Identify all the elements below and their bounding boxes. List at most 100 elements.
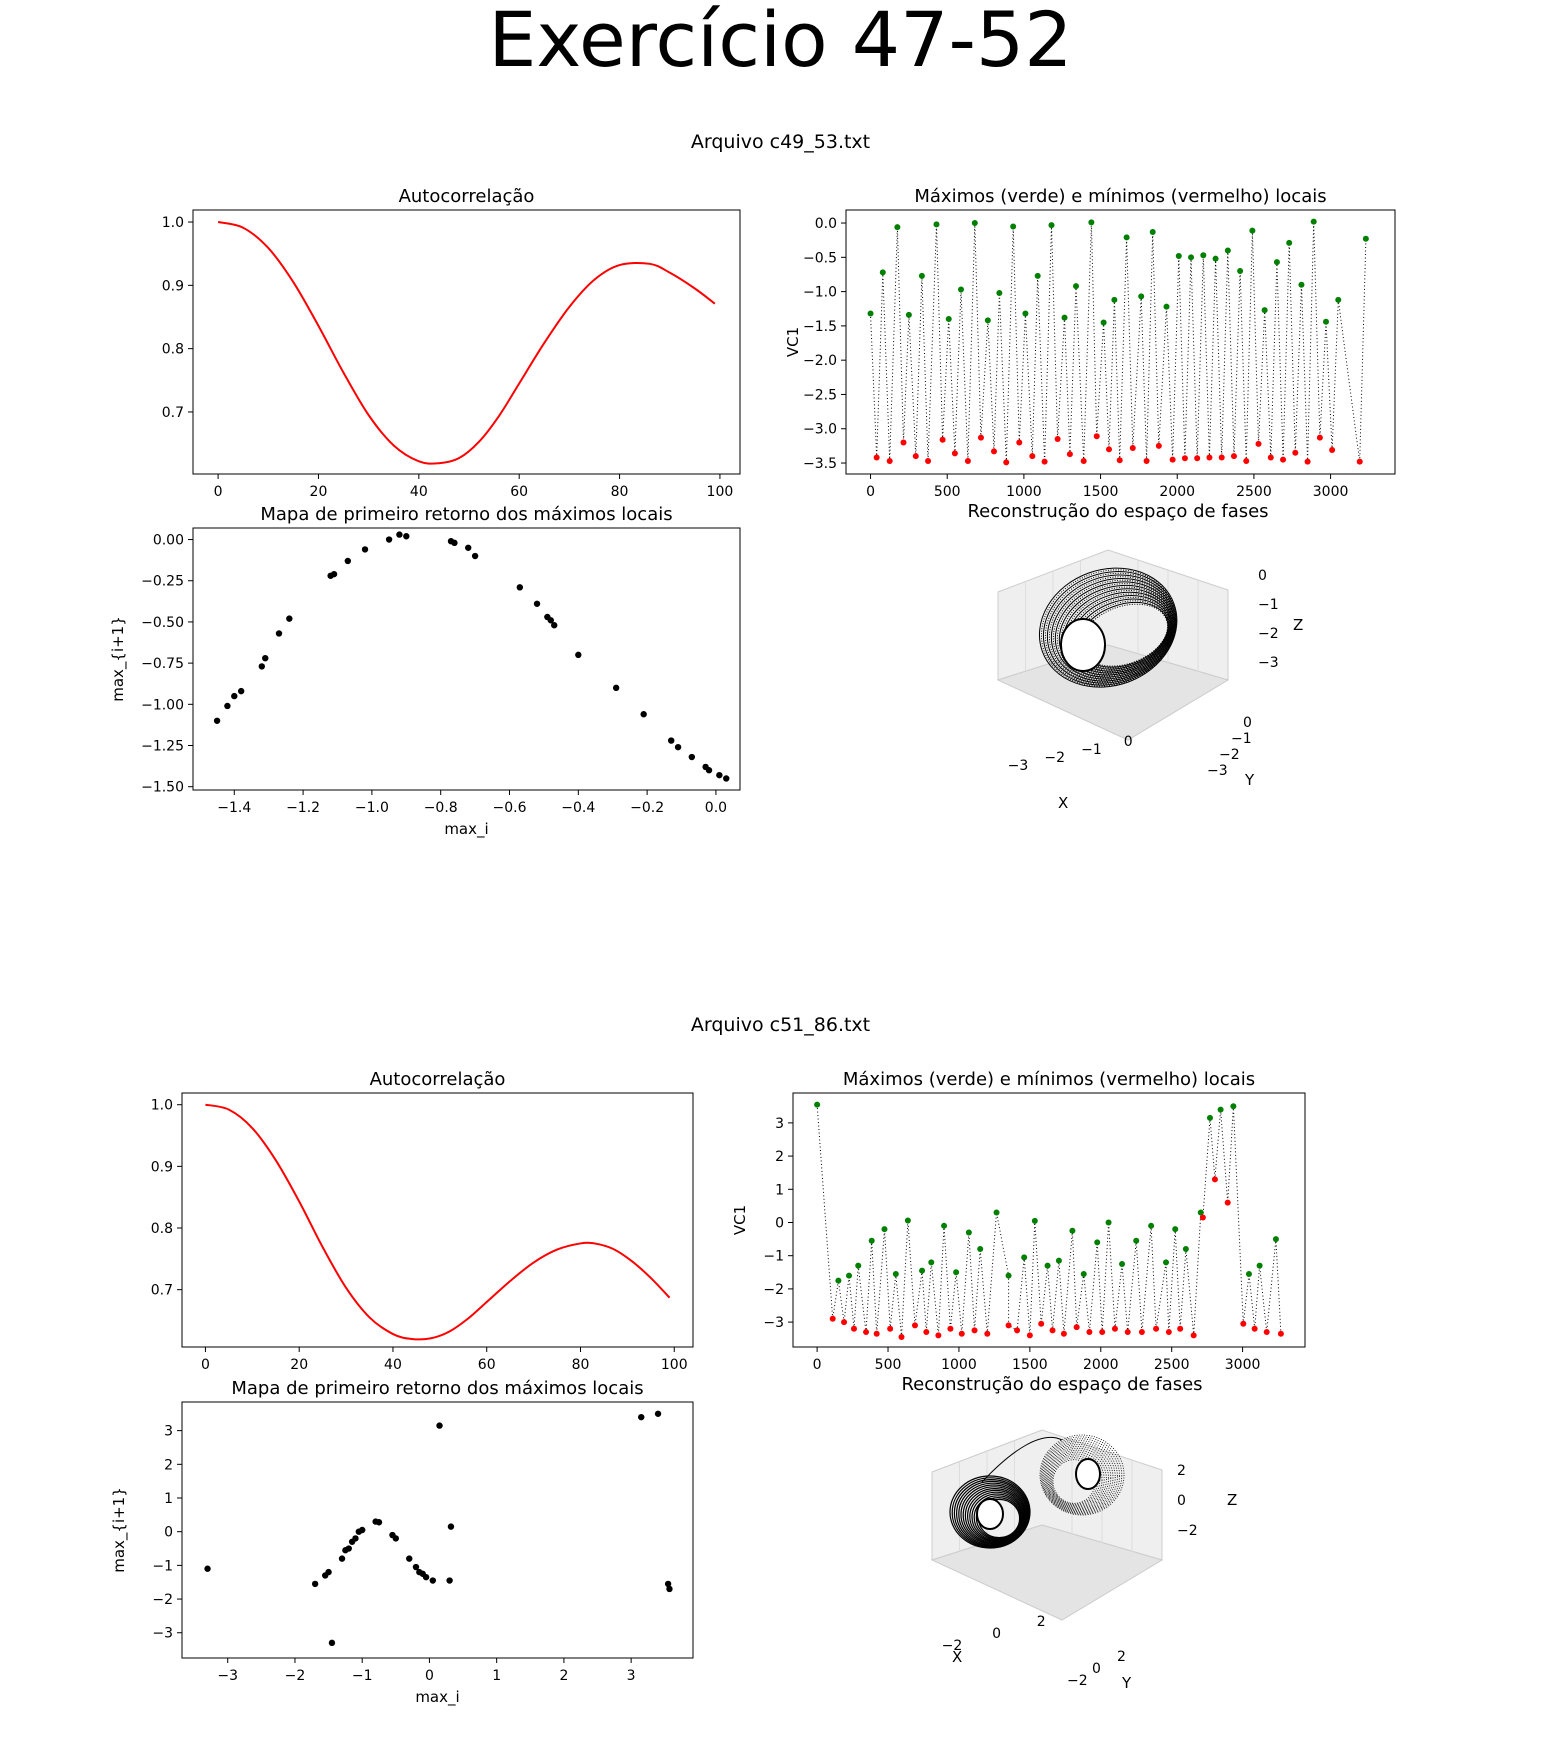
fig1-autocorr-title: Autocorrelação: [399, 186, 535, 207]
fig1-minimum-point: [1255, 440, 1262, 447]
fig2-autocorr-xtick-label: 40: [384, 1357, 402, 1373]
fig2-returnmap-xtick-label: −3: [217, 1668, 238, 1684]
fig2-autocorr-ytick-label: 0.8: [151, 1221, 173, 1237]
fig2-maximum-point: [1272, 1236, 1279, 1243]
fig2-maximum-point: [855, 1262, 862, 1269]
fig2-returnmap-xtick-label: 2: [559, 1668, 568, 1684]
fig1-maximum-point: [1022, 310, 1029, 317]
fig1-returnmap-point: [533, 600, 541, 607]
fig1-returnmap-xlabel: max_i: [444, 820, 488, 839]
fig2-attractor-lobe-left: [973, 1495, 1022, 1540]
fig2-minimum-point: [1177, 1325, 1184, 1332]
fig2-returnmap-ytick-label: −1: [152, 1558, 173, 1574]
fig1-minimum-point: [1003, 459, 1010, 466]
fig1-autocorr-xtick-label: 40: [410, 484, 428, 500]
fig1-timeseries-ytick-label: −3.0: [803, 422, 837, 438]
fig1-phase-ytick: −2: [1219, 747, 1240, 763]
fig1-minimum-point: [1080, 457, 1087, 464]
fig1-returnmap-title: Mapa de primeiro retorno dos máximos loc…: [260, 504, 672, 525]
fig2-phase-ytick: 2: [1117, 1649, 1126, 1665]
fig2-maximum-point: [1080, 1270, 1087, 1277]
fig1-returnmap-point: [451, 539, 458, 547]
fig1-phase-ytick: 0: [1243, 715, 1252, 731]
fig2-phase-ztick: 0: [1177, 1493, 1186, 1509]
fig1-attractor-orbit: [1050, 577, 1175, 682]
fig1-minimum-point: [1243, 457, 1250, 464]
fig2-maximum-point: [941, 1222, 948, 1229]
fig1-returnmap-point: [640, 711, 647, 718]
fig2-minimum-point: [935, 1332, 942, 1339]
fig2-minimum-point: [829, 1315, 836, 1322]
fig1-timeseries-xtick-label: 1500: [1083, 484, 1119, 500]
fig1-phase-ytick: −3: [1207, 763, 1228, 779]
fig1-returnmap-point: [396, 531, 403, 538]
fig2-maximum-point: [814, 1101, 821, 1108]
fig2-returnmap-ytick-label: 2: [164, 1457, 173, 1473]
fig2-minimum-point: [1124, 1329, 1131, 1336]
fig2-returnmap-xlabel: max_i: [415, 1688, 459, 1707]
fig2-timeseries-ytick-label: −2: [763, 1282, 784, 1298]
fig1-returnmap-point: [344, 557, 352, 565]
fig1-returnmap-ytick-label: −0.50: [141, 615, 184, 631]
fig1-minimum-point: [1016, 439, 1023, 446]
fig2-attractor-lobe-left: [964, 1487, 1026, 1543]
fig1-minimum-point: [1143, 457, 1150, 464]
fig1-maximum-point: [945, 316, 952, 323]
fig2-maximum-point: [1119, 1260, 1126, 1267]
fig2-attractor-lobe-right: [1042, 1440, 1118, 1513]
fig1-returnmap-ytick-label: −1.50: [141, 780, 184, 796]
fig2-phase-title: Reconstrução do espaço de fases: [901, 1374, 1202, 1395]
fig2-maximum-point: [1197, 1209, 1204, 1216]
fig2-maximum-point: [919, 1267, 926, 1274]
fig1-minimum-point: [1041, 458, 1048, 465]
fig2-minimum-point: [1038, 1320, 1045, 1327]
fig1-maximum-point: [1149, 228, 1156, 235]
fig2-minimum-point: [1224, 1199, 1231, 1206]
fig2-phase-ytick: −2: [1067, 1673, 1088, 1689]
fig1-returnmap-point: [237, 687, 245, 695]
fig2-timeseries-xtick-label: 500: [875, 1357, 902, 1373]
fig2-minimum-point: [923, 1329, 930, 1336]
fig1-maximum-point: [984, 317, 991, 324]
fig2-maximum-point: [1217, 1106, 1224, 1113]
fig2-autocorr-line: [205, 1103, 671, 1341]
fig2-minimum-point: [1073, 1324, 1080, 1331]
fig1-returnmap-point: [575, 651, 582, 659]
fig1-returnmap-point: [465, 544, 472, 551]
fig1-maximum-point: [1335, 296, 1342, 303]
fig1-maximum-point: [1273, 259, 1280, 266]
fig2-phase-xtick: −2: [942, 1638, 963, 1654]
fig2-attractor-lobe-right: [1039, 1434, 1125, 1516]
fig2-maximum-point: [892, 1270, 899, 1277]
fig2-returnmap-xtick-label: 0: [425, 1668, 434, 1684]
fig1-returnmap-point: [516, 584, 524, 591]
fig1-minimum-point: [1206, 454, 1213, 461]
fig2-autocorr-xtick-label: 80: [572, 1357, 590, 1373]
fig2-maximum-point: [1069, 1227, 1076, 1234]
fig1-autocorr-xtick-label: 60: [510, 484, 528, 500]
fig2-returnmap-title: Mapa de primeiro retorno dos máximos loc…: [231, 1378, 643, 1399]
fig1-timeseries-title: Máximos (verde) e mínimos (vermelho) loc…: [914, 186, 1326, 207]
figure-2-title: Arquivo c51_86.txt: [690, 1014, 871, 1036]
fig1-timeseries-xtick-label: 1000: [1006, 484, 1042, 500]
fig2-attractor-lobe-left: [949, 1475, 1031, 1549]
fig1-maximum-point: [879, 269, 886, 276]
fig1-minimum-point: [1230, 453, 1237, 460]
fig1-attractor-orbit: [1054, 581, 1174, 680]
fig1-maximum-point: [1224, 247, 1231, 254]
fig2-minimum-point: [887, 1325, 894, 1332]
fig2-returnmap-point: [338, 1555, 346, 1562]
fig2-attractor-lobe-right: [1040, 1436, 1123, 1515]
fig2-minimum-point: [1277, 1330, 1284, 1337]
fig2-minimum-point: [1086, 1329, 1093, 1336]
fig2-minimum-point: [1240, 1320, 1247, 1327]
fig1-returnmap-xtick-label: −0.4: [561, 800, 595, 816]
fig1-phase-ztick: 0: [1258, 568, 1267, 584]
fig2-phase-ztick: 2: [1177, 1463, 1186, 1479]
fig2-minimum-point: [873, 1330, 880, 1337]
fig1-attractor-orbit: [1038, 567, 1178, 688]
fig1-timeseries-frame: [845, 209, 1396, 475]
fig1-returnmap-point: [547, 617, 554, 624]
fig2-attractor-lobe-right: [1045, 1446, 1112, 1511]
fig1-minimum-point: [1155, 442, 1162, 449]
